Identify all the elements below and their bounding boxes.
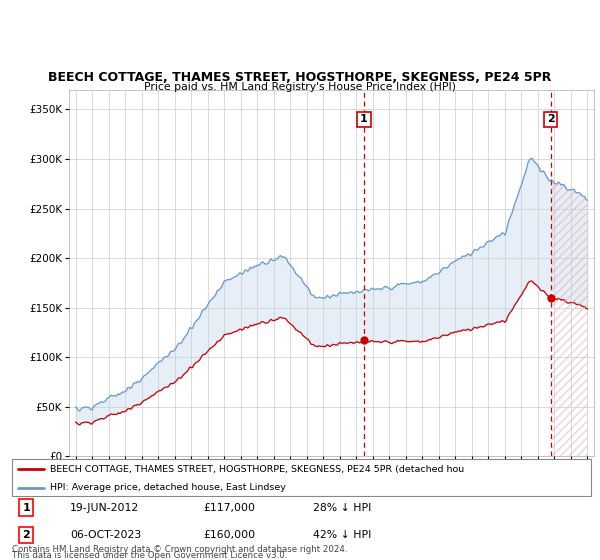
Text: 1: 1 xyxy=(23,502,31,512)
Text: 2: 2 xyxy=(547,114,554,124)
Text: Contains HM Land Registry data © Crown copyright and database right 2024.: Contains HM Land Registry data © Crown c… xyxy=(12,545,347,554)
Text: 06-OCT-2023: 06-OCT-2023 xyxy=(70,530,141,540)
Text: BEECH COTTAGE, THAMES STREET, HOGSTHORPE, SKEGNESS, PE24 5PR: BEECH COTTAGE, THAMES STREET, HOGSTHORPE… xyxy=(49,71,551,84)
Text: BEECH COTTAGE, THAMES STREET, HOGSTHORPE, SKEGNESS, PE24 5PR (detached hou: BEECH COTTAGE, THAMES STREET, HOGSTHORPE… xyxy=(50,465,464,474)
Text: This data is licensed under the Open Government Licence v3.0.: This data is licensed under the Open Gov… xyxy=(12,551,287,560)
Text: HPI: Average price, detached house, East Lindsey: HPI: Average price, detached house, East… xyxy=(50,483,286,492)
Text: 2: 2 xyxy=(23,530,31,540)
Text: £117,000: £117,000 xyxy=(203,502,255,512)
Text: £160,000: £160,000 xyxy=(203,530,255,540)
Text: 28% ↓ HPI: 28% ↓ HPI xyxy=(313,502,371,512)
Text: 19-JUN-2012: 19-JUN-2012 xyxy=(70,502,139,512)
Text: Price paid vs. HM Land Registry's House Price Index (HPI): Price paid vs. HM Land Registry's House … xyxy=(144,82,456,92)
Text: 42% ↓ HPI: 42% ↓ HPI xyxy=(313,530,371,540)
Text: 1: 1 xyxy=(360,114,368,124)
